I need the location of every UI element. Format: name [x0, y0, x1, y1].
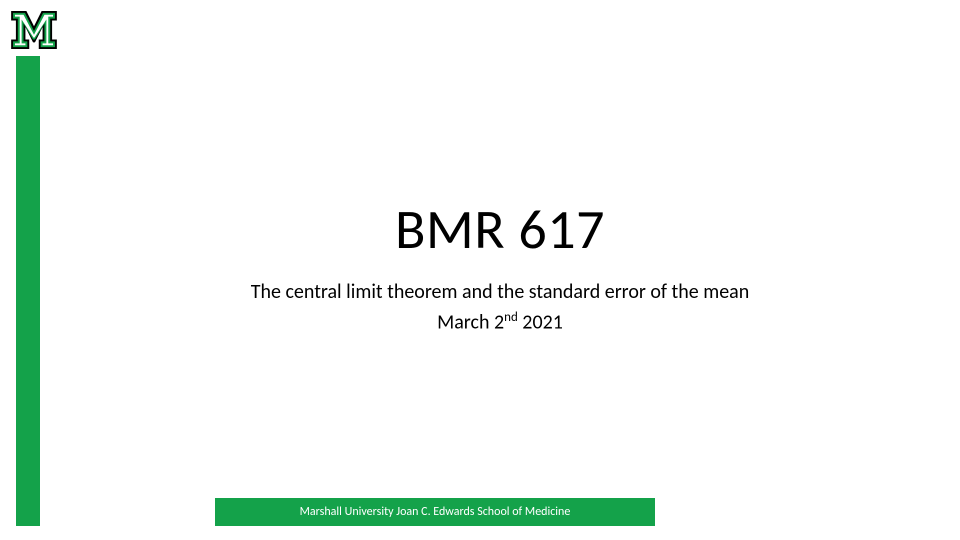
footer-text: Marshall University Joan C. Edwards Scho… — [300, 505, 571, 519]
slide-date: March 2nd 2021 — [60, 310, 940, 335]
date-prefix: March 2 — [437, 311, 504, 335]
slide: BMR 617 The central limit theorem and th… — [0, 0, 960, 540]
left-accent-bar — [16, 56, 40, 526]
marshall-m-logo — [10, 10, 58, 50]
slide-title: BMR 617 — [60, 196, 940, 264]
content-area: BMR 617 The central limit theorem and th… — [60, 0, 940, 540]
date-year: 2021 — [518, 311, 563, 335]
slide-subtitle: The central limit theorem and the standa… — [60, 280, 940, 304]
date-suffix: nd — [504, 310, 518, 325]
footer-bar: Marshall University Joan C. Edwards Scho… — [215, 498, 655, 526]
